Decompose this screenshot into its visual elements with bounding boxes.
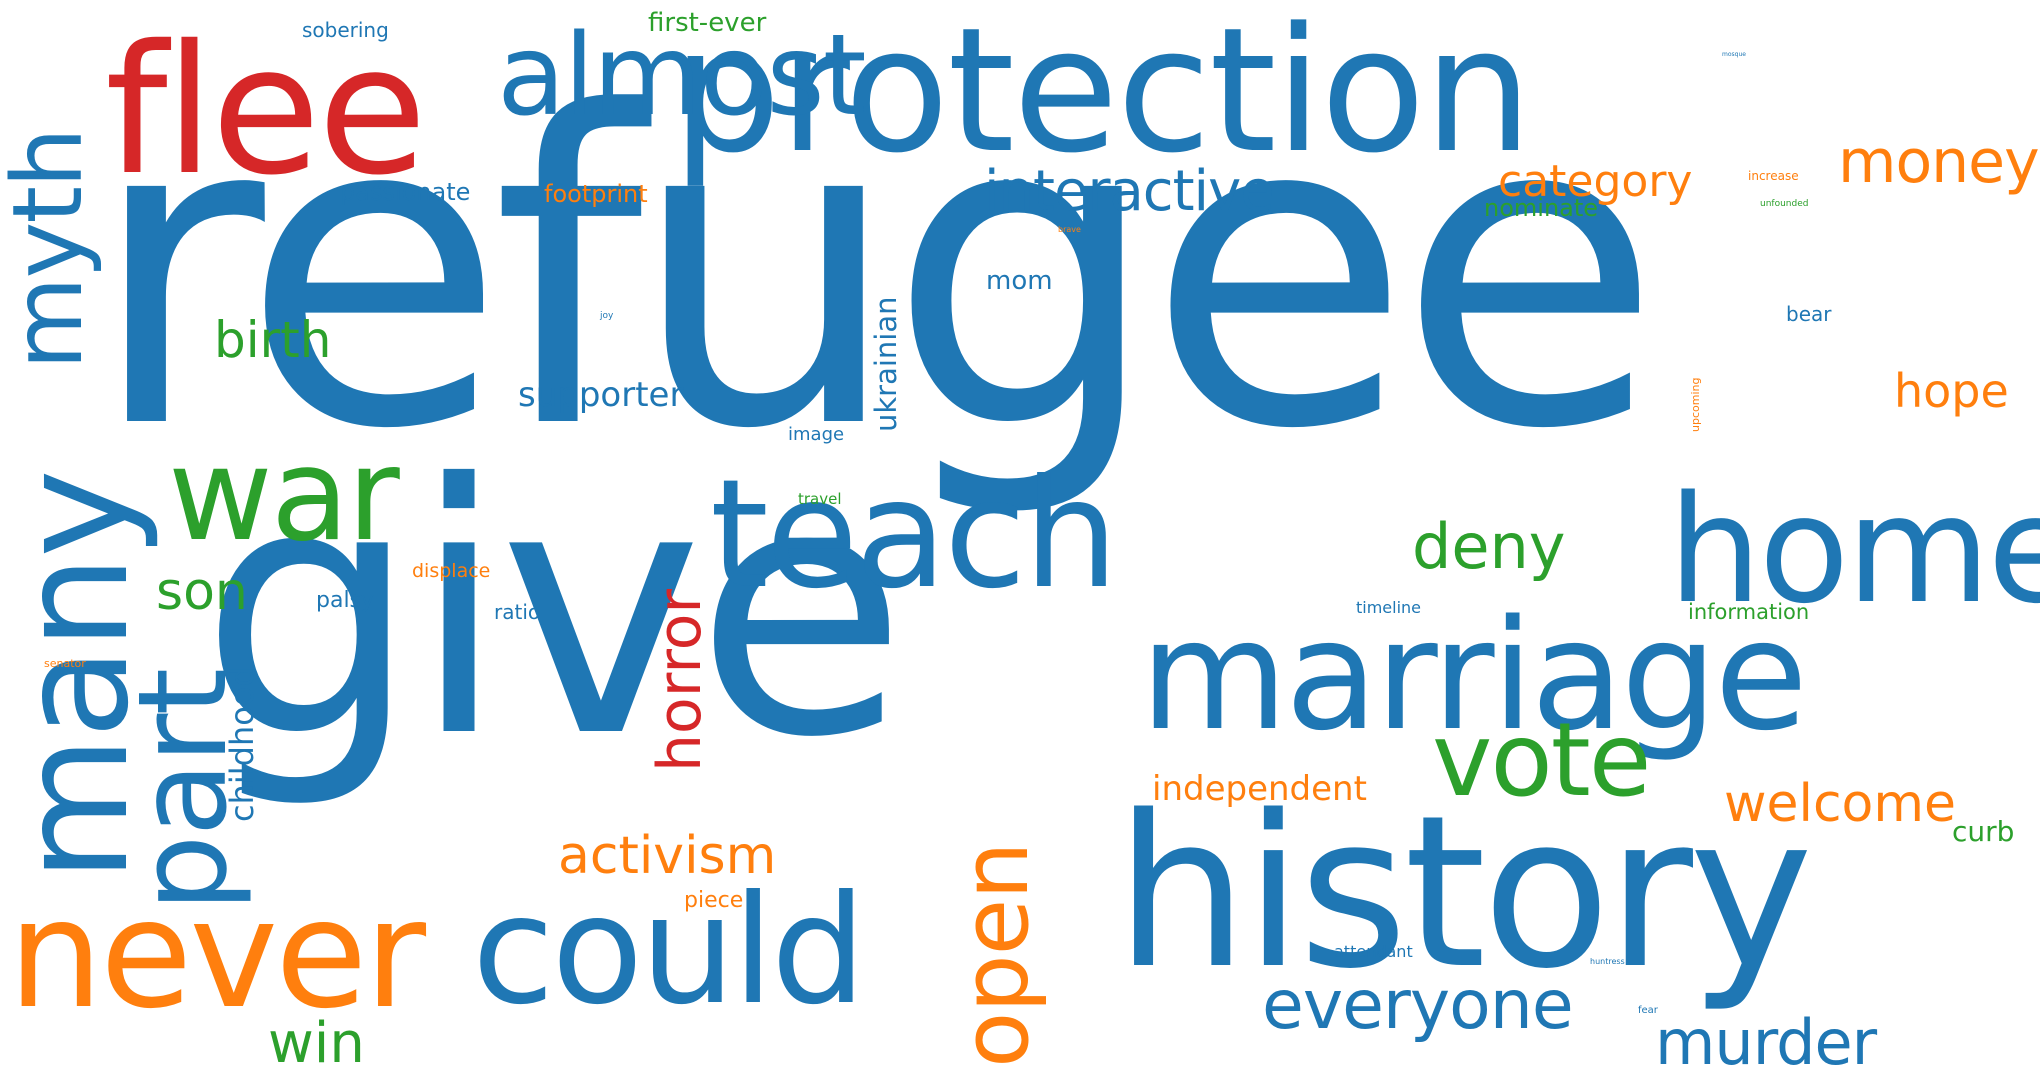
word-supporter: supporter [518, 375, 684, 415]
word-teach: teach [710, 448, 1119, 622]
word-money: money [1838, 127, 2040, 197]
word-footprint: footprint [544, 180, 648, 208]
word-palsy: palsy [316, 588, 375, 613]
word-unfounded: unfounded [1760, 199, 1809, 209]
word-brave: brave [1058, 225, 1081, 234]
word-vote: vote [1432, 701, 1652, 820]
word-marriage: marriage [1140, 587, 1808, 764]
word-welcome: welcome [1724, 774, 1957, 834]
word-first-ever: first-ever [648, 8, 767, 38]
word-upcoming: upcoming [1689, 377, 1702, 432]
word-almost: almost [497, 11, 867, 141]
word-fear: fear [1638, 1005, 1658, 1016]
word-hope: hope [1894, 364, 2009, 418]
word-horror: horror [645, 588, 715, 772]
word-give: give [200, 412, 907, 813]
word-everyone: everyone [1262, 966, 1574, 1045]
word-piece: piece [684, 888, 744, 913]
word-ukrainian: ukrainian [869, 296, 903, 432]
word-interactive: interactive [984, 159, 1275, 224]
word-bear: bear [1786, 302, 1832, 326]
word-sobering: sobering [302, 18, 389, 42]
word-senator: senator [44, 657, 86, 670]
word-birth: birth [214, 311, 332, 369]
word-murder: murder [1655, 1006, 1877, 1079]
word-increase: increase [1748, 169, 1799, 183]
word-nominate: nominate [1484, 194, 1599, 222]
word-son: son [156, 562, 248, 622]
word-history: history [1115, 770, 1813, 1015]
word-myth: myth [0, 129, 104, 370]
word-mom: mom [986, 266, 1053, 296]
word-never: never [8, 868, 426, 1042]
word-timeline: timeline [1356, 598, 1422, 617]
word-home: home [1668, 464, 2040, 636]
word-image: image [788, 424, 845, 445]
word-ratio: ratio [494, 600, 541, 624]
word-joy: joy [600, 311, 614, 321]
word-war: war [168, 421, 400, 570]
word-displace: displace [412, 560, 491, 582]
word-protection: protection [672, 0, 1533, 191]
word-open: open [942, 842, 1049, 1068]
word-activism: activism [558, 826, 777, 886]
word-independent: independent [1152, 769, 1367, 809]
word-passionate: passionate [340, 178, 471, 206]
word-deny: deny [1412, 510, 1566, 583]
word-curb: curb [1952, 815, 2015, 848]
word-mosque: mosque [1722, 51, 1746, 58]
word-attendant: attendant [1334, 942, 1413, 961]
word-flee: flee [105, 7, 427, 214]
word-could: could [472, 864, 866, 1038]
word-travel: travel [798, 490, 842, 508]
word-refugee: refugee [88, 23, 1662, 523]
word-childhood: childhood [223, 666, 261, 822]
word-information: information [1688, 600, 1810, 624]
word-category: category [1498, 156, 1693, 207]
word-win: win [268, 1011, 365, 1076]
word-huntress: huntress [1590, 957, 1625, 966]
